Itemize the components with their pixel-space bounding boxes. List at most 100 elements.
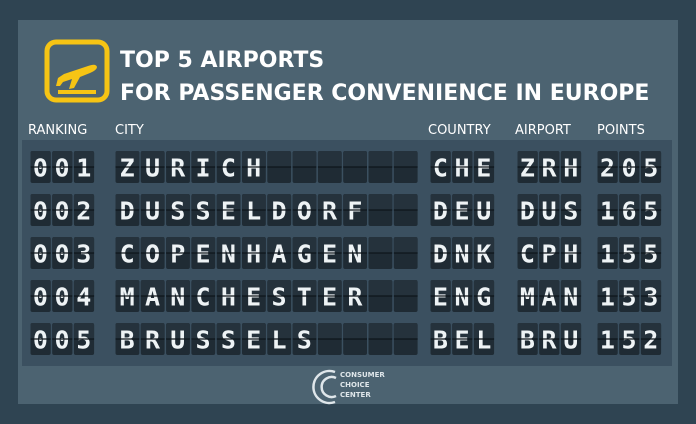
flap-top [640,194,662,210]
flap-top [640,237,662,253]
cell-text: CHE [433,154,491,183]
flap-top [517,237,538,253]
flap-top [368,151,393,167]
flap-top [73,280,95,296]
flap-top [242,323,266,339]
flap-top [560,237,582,253]
flap-top [317,194,342,210]
flap-top [452,151,473,167]
flap-top [473,194,495,210]
flap-top [517,151,538,167]
cell-text: BRU [520,326,578,355]
flap-top [30,280,51,296]
flap-top [430,280,451,296]
flap-top [473,237,495,253]
flap-top [73,151,95,167]
flap-top [597,280,618,296]
flap-top [267,323,292,339]
flap-top [597,237,618,253]
flap-top [30,237,51,253]
flap-top [166,194,190,210]
cell-text: 003 [33,240,91,269]
flap-top [292,194,317,210]
flap-top [343,280,367,296]
cell-text: 005 [33,326,91,355]
flap-top [115,237,140,253]
flap-top [539,323,560,339]
flap-top [517,194,538,210]
flap-top [560,280,582,296]
flap-top [430,323,451,339]
flap-top [560,194,582,210]
cell-text: 165 [600,197,658,226]
flap-top [452,323,473,339]
flap-top [267,237,292,253]
flap-top [368,194,393,210]
flap-top [452,237,473,253]
flap-top [640,151,662,167]
flap-top [452,194,473,210]
flap-top [393,194,418,210]
flap-top [317,151,342,167]
flap-top [115,323,140,339]
flap-top [393,237,418,253]
flap-top [619,280,640,296]
cell-text: DUS [520,197,578,226]
flap-top [140,237,165,253]
flap-top [393,280,418,296]
flap-top [166,237,190,253]
flap-top [317,323,342,339]
flap-top [368,280,393,296]
flap-top [619,323,640,339]
cell-text: CPH [520,240,578,269]
cell-text: 004 [33,283,91,312]
flap-top [166,280,190,296]
flap-top [317,280,342,296]
flap-top [267,194,292,210]
cell-text: 155 [600,240,658,269]
flap-top [30,151,51,167]
flap-top [560,151,582,167]
cell-text: 001 [33,154,91,183]
flap-top [191,151,216,167]
flap-top [640,323,662,339]
flap-top [73,237,95,253]
flap-top [140,280,165,296]
cell-text: DNK [433,240,491,269]
flap-top [343,194,367,210]
flap-top [267,280,292,296]
flap-top [597,323,618,339]
flap-top [343,323,367,339]
flap-top [115,280,140,296]
flap-top [317,237,342,253]
flap-top [140,323,165,339]
flap-top [166,323,190,339]
flap-top [216,151,241,167]
flap-top [517,280,538,296]
flap-top [52,151,73,167]
flap-top [115,194,140,210]
flap-top [343,151,367,167]
flap-top [517,323,538,339]
flap-top [619,151,640,167]
flap-top [640,280,662,296]
flap-top [216,237,241,253]
column-header: CITY [115,123,144,138]
flap-top [267,151,292,167]
flap-top [597,194,618,210]
column-header: AIRPORT [515,123,571,138]
logo: CONSUMER CHOICE CENTER [312,369,385,405]
flap-top [166,151,190,167]
flap-top [292,151,317,167]
flap-top [393,323,418,339]
flap-top [393,151,418,167]
plane-icon [44,39,110,103]
flap-top [216,194,241,210]
flap-top [539,237,560,253]
cell-text: 205 [600,154,658,183]
flap-top [452,280,473,296]
flap-top [191,237,216,253]
flap-top [140,194,165,210]
flap-top [430,151,451,167]
flap-top [30,194,51,210]
